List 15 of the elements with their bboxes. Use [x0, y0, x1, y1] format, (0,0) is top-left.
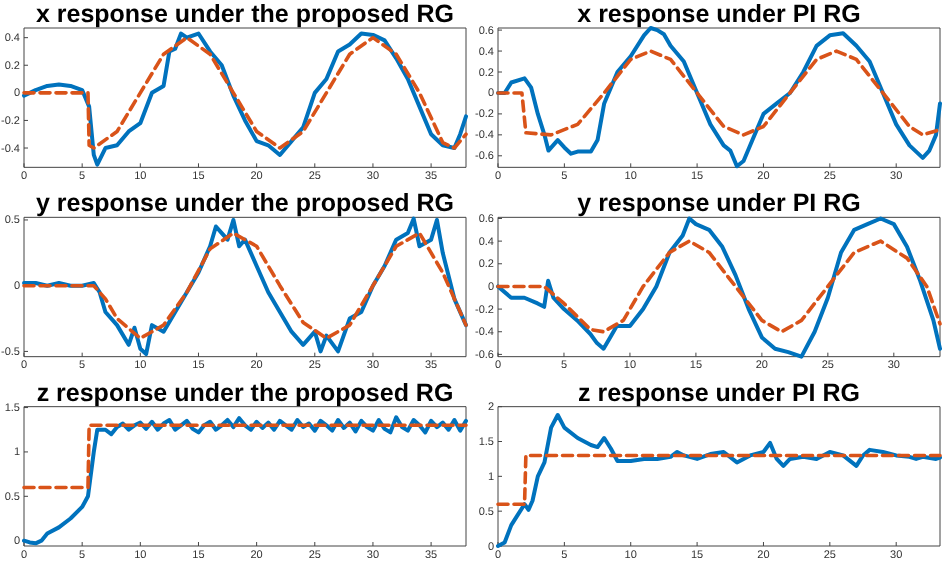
chart-title: z response under PI RG: [577, 378, 861, 407]
line-series: [496, 49, 942, 137]
chart-title: z response under the proposed RG: [36, 378, 454, 407]
chart-title: y response under PI RG: [577, 189, 861, 218]
chart-title: y response under the proposed RG: [35, 189, 455, 218]
line-series: [22, 31, 468, 167]
line-series: [496, 239, 942, 334]
line-series: [22, 35, 468, 150]
line-series: [496, 26, 942, 169]
line-series: [22, 216, 468, 357]
line-series: [496, 413, 942, 548]
line-series: [496, 216, 942, 359]
chart-title: x response under PI RG: [577, 0, 861, 28]
chart-title: x response under the proposed RG: [35, 0, 455, 28]
line-series: [22, 231, 468, 341]
